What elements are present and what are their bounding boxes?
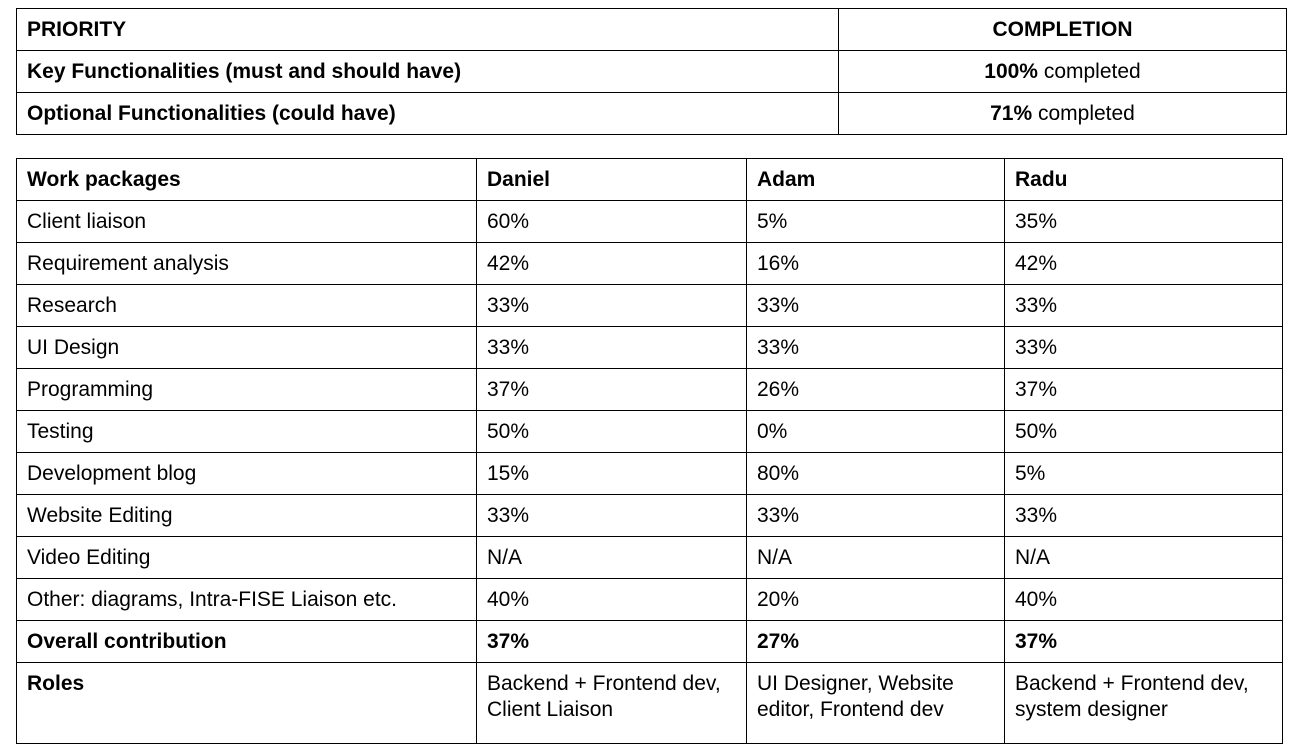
adam-share: 33% [746,494,1005,537]
completion-suffix: completed [1037,59,1141,83]
daniel-share: 15% [476,452,747,495]
radu-share: 33% [1004,494,1283,537]
table-row: Other: diagrams, Intra-FISE Liaison etc.… [16,578,1283,621]
completion-value: 100% completed [838,50,1287,93]
overall-adam: 27% [746,620,1005,663]
daniel-share: 33% [476,284,747,327]
roles-radu: Backend + Frontend dev, system designer [1004,662,1283,744]
priority-header: PRIORITY [16,8,839,51]
adam-share: N/A [746,536,1005,579]
table-row: Programming 37% 26% 37% [16,368,1283,411]
member-header-radu: Radu [1004,158,1283,201]
completion-header: COMPLETION [838,8,1287,51]
table-row: Video Editing N/A N/A N/A [16,536,1283,579]
overall-row: Overall contribution 37% 27% 37% [16,620,1283,663]
table-row: UI Design 33% 33% 33% [16,326,1283,369]
table-row: Testing 50% 0% 50% [16,410,1283,453]
overall-daniel: 37% [476,620,747,663]
adam-share: 33% [746,284,1005,327]
table-row: Client liaison 60% 5% 35% [16,200,1283,243]
work-package-name: UI Design [16,326,477,369]
work-package-name: Development blog [16,452,477,495]
roles-row: Roles Backend + Frontend dev, Client Lia… [16,662,1283,744]
work-package-name: Programming [16,368,477,411]
work-package-name: Video Editing [16,536,477,579]
completion-percent: 100% [984,59,1038,83]
adam-share: 20% [746,578,1005,621]
work-package-name: Website Editing [16,494,477,537]
work-package-name: Other: diagrams, Intra-FISE Liaison etc. [16,578,477,621]
overall-label: Overall contribution [16,620,477,663]
radu-share: 40% [1004,578,1283,621]
work-packages-table: Work packages Daniel Adam Radu Client li… [16,158,1283,744]
priority-label: Optional Functionalities (could have) [16,92,839,135]
daniel-share: 33% [476,326,747,369]
radu-share: 35% [1004,200,1283,243]
table-row: Website Editing 33% 33% 33% [16,494,1283,537]
radu-share: 50% [1004,410,1283,453]
work-package-name: Testing [16,410,477,453]
radu-share: 5% [1004,452,1283,495]
adam-share: 5% [746,200,1005,243]
table-row: Development blog 15% 80% 5% [16,452,1283,495]
work-header-row: Work packages Daniel Adam Radu [16,158,1283,201]
adam-share: 33% [746,326,1005,369]
radu-share: 42% [1004,242,1283,285]
adam-share: 26% [746,368,1005,411]
radu-share: 37% [1004,368,1283,411]
adam-share: 80% [746,452,1005,495]
completion-value: 71% completed [838,92,1287,135]
daniel-share: 60% [476,200,747,243]
table-row: Requirement analysis 42% 16% 42% [16,242,1283,285]
adam-share: 0% [746,410,1005,453]
table-row: Research 33% 33% 33% [16,284,1283,327]
member-header-daniel: Daniel [476,158,747,201]
roles-adam: UI Designer, Website editor, Frontend de… [746,662,1005,744]
priority-label: Key Functionalities (must and should hav… [16,50,839,93]
roles-label: Roles [16,662,477,744]
adam-share: 16% [746,242,1005,285]
work-package-name: Research [16,284,477,327]
work-packages-body: Client liaison 60% 5% 35% Requirement analys… [16,200,1283,621]
roles-daniel: Backend + Frontend dev, Client Liaison [476,662,747,744]
daniel-share: N/A [476,536,747,579]
completion-percent: 71% [990,101,1033,125]
priority-header-row: PRIORITY COMPLETION [16,8,1287,51]
priority-table: PRIORITY COMPLETION Key Functionalities … [16,8,1287,135]
radu-share: 33% [1004,284,1283,327]
completion-suffix: completed [1032,101,1135,125]
radu-share: N/A [1004,536,1283,579]
priority-row: Key Functionalities (must and should hav… [16,50,1287,93]
daniel-share: 37% [476,368,747,411]
work-package-name: Requirement analysis [16,242,477,285]
priority-row: Optional Functionalities (could have) 71… [16,92,1287,135]
radu-share: 33% [1004,326,1283,369]
daniel-share: 42% [476,242,747,285]
member-header-adam: Adam [746,158,1005,201]
work-packages-header: Work packages [16,158,477,201]
overall-radu: 37% [1004,620,1283,663]
work-package-name: Client liaison [16,200,477,243]
daniel-share: 33% [476,494,747,537]
daniel-share: 40% [476,578,747,621]
daniel-share: 50% [476,410,747,453]
